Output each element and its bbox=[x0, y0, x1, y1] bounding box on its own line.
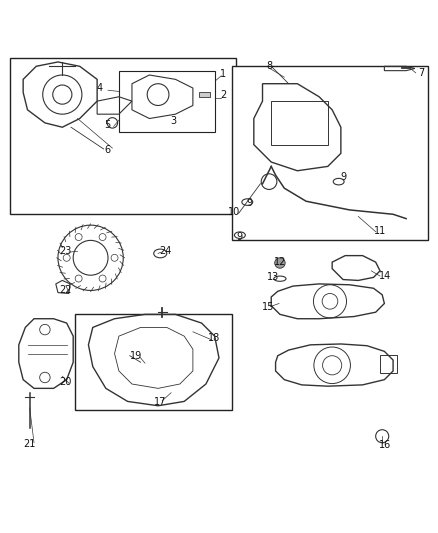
Text: 9: 9 bbox=[247, 198, 253, 208]
Text: 10: 10 bbox=[228, 207, 240, 217]
Circle shape bbox=[275, 258, 285, 268]
Text: 5: 5 bbox=[104, 120, 110, 130]
Bar bbox=[380, 355, 397, 373]
Text: 23: 23 bbox=[60, 246, 72, 256]
Text: 4: 4 bbox=[96, 83, 102, 93]
Text: 22: 22 bbox=[60, 286, 72, 295]
Text: 17: 17 bbox=[154, 397, 166, 407]
Bar bbox=[75, 314, 232, 410]
Text: 16: 16 bbox=[379, 440, 392, 450]
Bar bbox=[10, 58, 237, 214]
Text: 14: 14 bbox=[379, 271, 392, 281]
Text: 24: 24 bbox=[160, 246, 172, 256]
Text: 7: 7 bbox=[418, 68, 424, 78]
Bar bbox=[232, 66, 428, 240]
Text: 1: 1 bbox=[220, 69, 226, 79]
Text: 6: 6 bbox=[104, 145, 110, 155]
Text: 21: 21 bbox=[24, 439, 36, 449]
Text: 9: 9 bbox=[237, 232, 243, 242]
Text: 20: 20 bbox=[60, 377, 72, 387]
Text: 9: 9 bbox=[340, 172, 346, 182]
Bar bbox=[119, 71, 215, 132]
Bar bbox=[271, 101, 328, 144]
Text: 2: 2 bbox=[220, 91, 226, 100]
Bar bbox=[199, 92, 210, 97]
Text: 12: 12 bbox=[274, 257, 286, 267]
Text: 3: 3 bbox=[170, 116, 177, 126]
Text: 18: 18 bbox=[208, 333, 220, 343]
Text: 8: 8 bbox=[267, 61, 273, 71]
Text: 19: 19 bbox=[130, 351, 142, 361]
Text: 15: 15 bbox=[261, 302, 274, 312]
Text: 11: 11 bbox=[374, 226, 386, 236]
Text: 13: 13 bbox=[267, 272, 279, 282]
